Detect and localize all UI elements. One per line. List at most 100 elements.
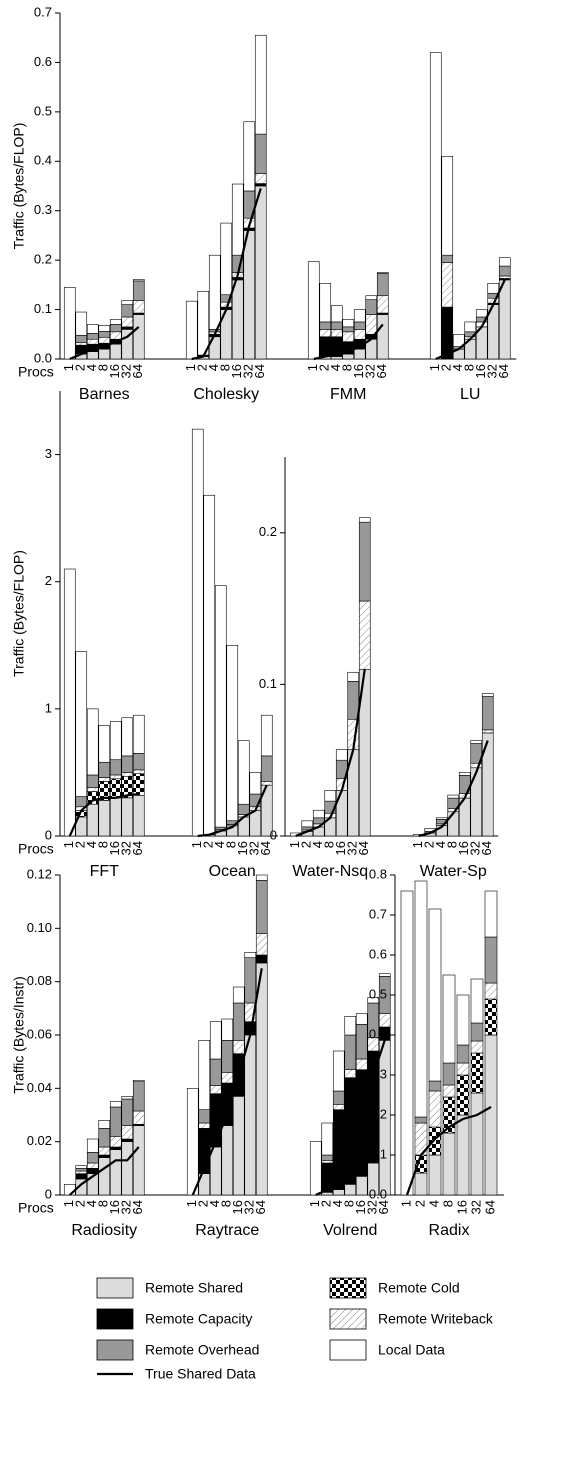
x-tick-label: 16	[107, 841, 122, 855]
bar-segment	[428, 1126, 442, 1156]
x-tick-label: 16	[333, 841, 348, 855]
bar-segment	[365, 314, 378, 335]
bar-segment	[109, 759, 122, 776]
x-tick-label: 64	[130, 841, 145, 855]
y-tick-label: 0.8	[369, 866, 387, 881]
group-name: Radix	[429, 1222, 470, 1239]
bar-segment	[132, 1125, 145, 1196]
x-tick-label: 32	[363, 364, 378, 378]
x-tick-label: 1	[184, 1200, 199, 1207]
x-axis-label: Procs	[18, 364, 54, 380]
bar-segment	[98, 725, 111, 763]
bar-segment	[132, 314, 145, 360]
bar-segment	[353, 309, 366, 323]
bar-segment	[355, 1176, 368, 1196]
bar-segment	[365, 295, 378, 300]
bar-segment	[378, 1013, 391, 1028]
true-shared-line	[197, 784, 268, 838]
y-tick-label: 0.7	[34, 4, 52, 19]
bar-segment	[442, 1062, 456, 1086]
x-axis-label: Procs	[18, 841, 54, 857]
y-tick-label: 0.4	[34, 153, 52, 168]
bar-segment	[332, 1189, 345, 1196]
y-tick-label: 0.4	[369, 1026, 387, 1041]
bar-segment	[121, 1125, 134, 1140]
bar-segment	[232, 1002, 245, 1041]
x-tick-label: 2	[73, 841, 88, 848]
y-tick-label: 0.2	[369, 1106, 387, 1121]
bar-segment	[254, 185, 267, 360]
bar-segment	[244, 952, 257, 958]
bar-segment	[365, 299, 378, 315]
bar-segment	[484, 982, 498, 1000]
bar-segment	[481, 693, 494, 697]
bar-segment	[498, 265, 511, 277]
x-tick-label: 32	[119, 1200, 134, 1214]
bar-segment	[220, 222, 233, 296]
bar-segment	[191, 428, 204, 837]
y-tick-label: 0.3	[34, 202, 52, 217]
bar-segment	[121, 304, 134, 318]
y-tick-label: 0	[270, 827, 277, 842]
bar-segment	[132, 769, 145, 775]
bar-segment	[98, 800, 111, 837]
x-tick-label: 16	[456, 841, 471, 855]
group-name: Water-Nsq	[292, 863, 368, 880]
x-tick-label: 4	[328, 364, 343, 371]
bar-segment	[109, 331, 122, 340]
bar-segment	[86, 338, 99, 345]
bar-segment	[260, 781, 273, 786]
group-name: Volrend	[323, 1222, 377, 1239]
bar-segment	[484, 890, 498, 938]
true-shared-line	[69, 1146, 140, 1196]
bar-segment	[456, 1062, 470, 1076]
x-tick-label: 4	[450, 364, 465, 371]
bar-segment	[232, 986, 245, 1004]
bar-segment	[330, 356, 343, 360]
bar-segment	[254, 133, 267, 174]
group-name: Water-Sp	[420, 863, 487, 880]
bar-segment	[121, 300, 134, 305]
bar-segment	[470, 1040, 484, 1054]
bar-segment	[132, 1081, 145, 1112]
bar-segment	[109, 1146, 122, 1150]
x-tick-label: 8	[218, 364, 233, 371]
x-tick-label: 16	[107, 364, 122, 378]
bar-segment	[376, 273, 389, 297]
x-tick-label: 4	[310, 841, 325, 848]
bar-segment	[109, 1106, 122, 1137]
x-tick-label: 4	[426, 1200, 441, 1207]
y-tick-label: 0.5	[369, 986, 387, 1001]
bar-segment	[324, 790, 337, 802]
bar-segment	[470, 1052, 484, 1094]
x-tick-label: 8	[96, 841, 111, 848]
bar-segment	[321, 1192, 334, 1196]
bar-segment	[98, 348, 111, 360]
bar-segment	[86, 787, 99, 792]
bar-segment	[456, 1114, 470, 1196]
x-tick-label: 64	[258, 841, 273, 855]
legend-label: True Shared Data	[145, 1366, 256, 1382]
bar-segment	[98, 1128, 111, 1148]
x-tick-label: 32	[119, 364, 134, 378]
y-tick-label: 0.10	[27, 920, 52, 935]
bar-segment	[255, 954, 268, 964]
x-tick-label: 32	[468, 841, 483, 855]
bar-segment	[470, 740, 483, 744]
bar-segment	[237, 740, 250, 805]
bar-segment	[344, 1077, 357, 1185]
bar-segment	[237, 803, 250, 815]
bar-segment	[441, 156, 454, 256]
bar-segment	[429, 52, 442, 360]
bar-segment	[355, 1058, 368, 1070]
bar-segment	[132, 300, 145, 314]
bar-segment	[312, 809, 325, 819]
y-axis-label: Traffic (Bytes/Instr)	[11, 976, 27, 1093]
bar-segment	[185, 300, 198, 360]
bar-segment	[198, 1040, 211, 1110]
x-tick-label: 4	[84, 841, 99, 848]
bar-segment	[367, 997, 380, 1004]
group-name: FMM	[330, 386, 366, 403]
legend-label: Remote Capacity	[145, 1311, 252, 1327]
